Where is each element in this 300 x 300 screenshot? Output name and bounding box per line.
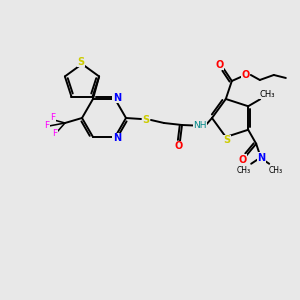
Text: N: N: [113, 133, 121, 143]
Text: S: S: [223, 135, 230, 145]
Text: F: F: [52, 130, 58, 139]
Text: NH: NH: [193, 122, 207, 130]
Text: CH₃: CH₃: [237, 166, 251, 175]
Text: O: O: [175, 141, 183, 151]
Text: CH₃: CH₃: [260, 90, 275, 99]
Text: O: O: [242, 70, 250, 80]
Text: O: O: [238, 155, 246, 165]
Text: S: S: [142, 115, 150, 125]
Text: O: O: [216, 60, 224, 70]
Text: S: S: [77, 57, 85, 67]
Text: F: F: [44, 122, 50, 130]
Text: N: N: [257, 153, 265, 163]
Text: F: F: [50, 113, 56, 122]
Text: CH₃: CH₃: [269, 166, 283, 175]
Text: N: N: [113, 93, 121, 103]
